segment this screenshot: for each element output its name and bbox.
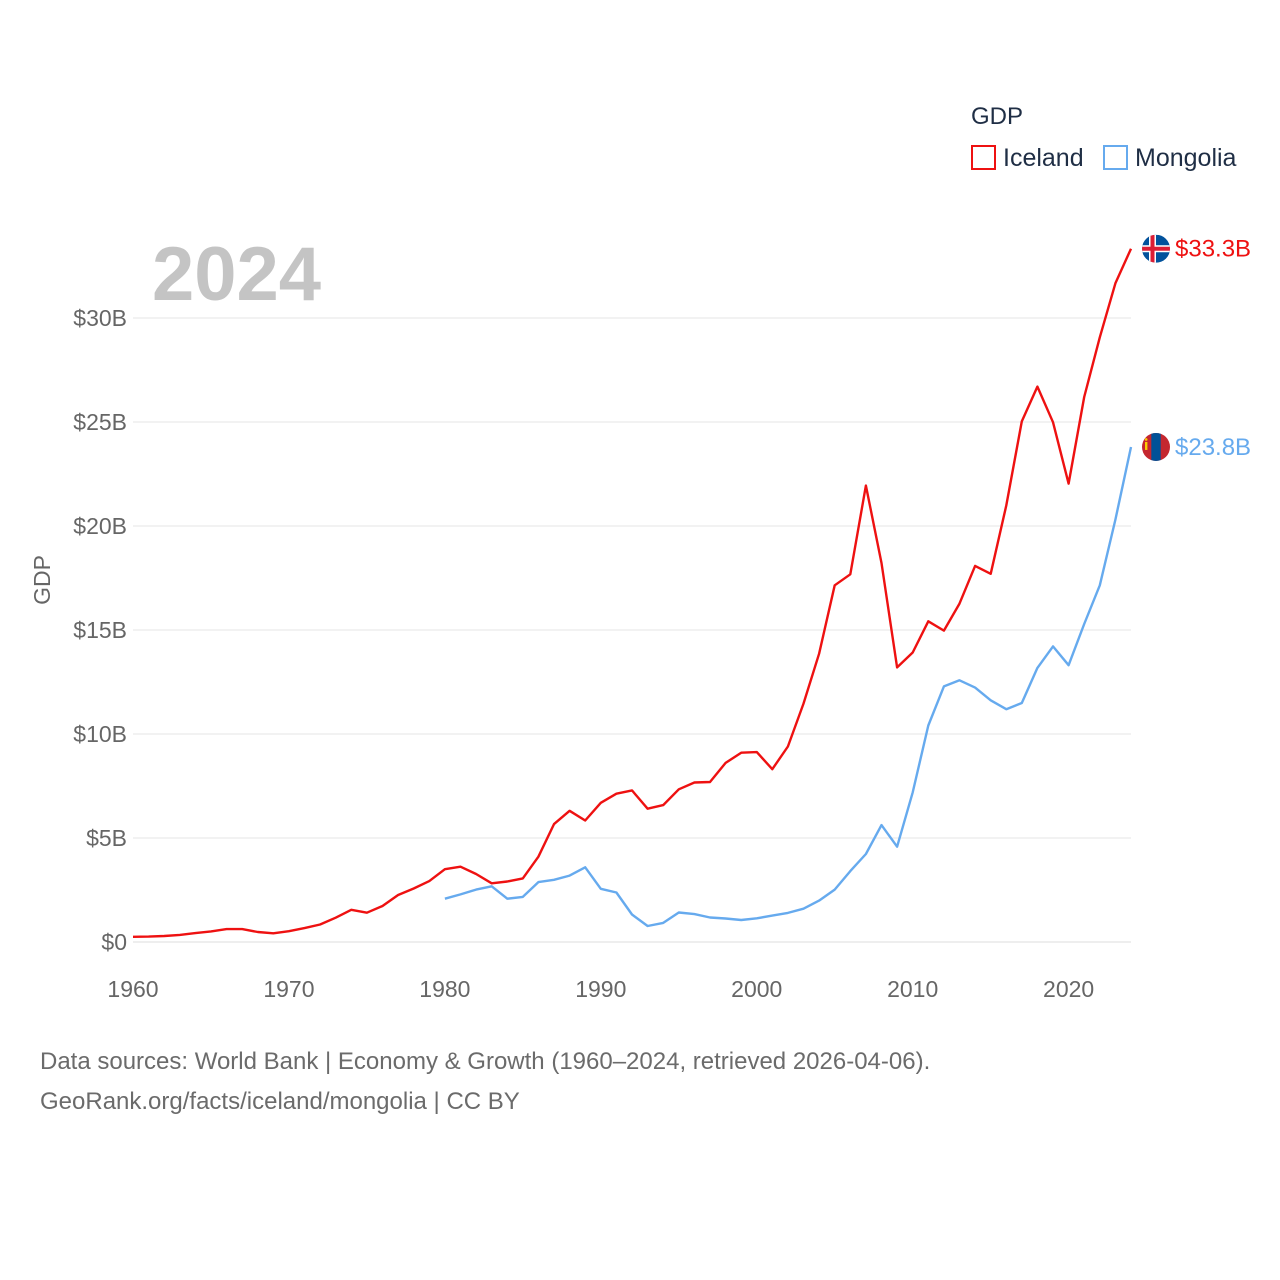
y-tick-label: $30B bbox=[73, 305, 127, 331]
year-label: 2024 bbox=[152, 232, 321, 317]
legend-title: GDP bbox=[971, 103, 1023, 130]
iceland-end-value: $33.3B bbox=[1175, 236, 1251, 263]
y-tick-label: $10B bbox=[73, 721, 127, 747]
iceland-flag-icon bbox=[1142, 234, 1170, 263]
y-axis-ticks: $0 $5B $10B $15B $20B $25B $30B bbox=[73, 305, 127, 955]
x-tick-label: 1990 bbox=[575, 976, 626, 1002]
series-line-mongolia bbox=[444, 446, 1133, 928]
y-tick-label: $5B bbox=[86, 825, 127, 851]
gdp-line-chart: $0$5B$10B$15B$20B$25B$30B 1960 1970 1980 19… bbox=[29, 103, 1251, 1002]
legend-label-iceland: Iceland bbox=[1003, 144, 1084, 172]
y-tick-label: $15B bbox=[73, 617, 127, 643]
x-axis-ticks: 1960 1970 1980 1990 2000 2010 2020 bbox=[107, 976, 1094, 1002]
legend-label-mongolia: Mongolia bbox=[1135, 144, 1237, 172]
x-tick-label: 2010 bbox=[887, 976, 938, 1002]
source-line-2: GeoRank.org/facts/iceland/mongolia | CC … bbox=[40, 1088, 520, 1115]
y-tick-label: $0 bbox=[101, 929, 127, 955]
mongolia-flag-icon bbox=[1142, 432, 1170, 461]
grid-lines bbox=[133, 317, 1131, 943]
mongolia-end-value: $23.8B bbox=[1175, 434, 1251, 461]
series-lines bbox=[132, 248, 1133, 938]
legend: GDP Iceland Mongolia bbox=[971, 103, 1237, 172]
iceland-end-marker: $33.3B bbox=[1142, 234, 1251, 263]
legend-item-iceland[interactable]: Iceland bbox=[971, 144, 1084, 172]
x-tick-label: 1980 bbox=[419, 976, 470, 1002]
x-tick-label: 2020 bbox=[1043, 976, 1094, 1002]
x-tick-label: 2000 bbox=[731, 976, 782, 1002]
source-note: Data sources: World Bank | Economy & Gro… bbox=[40, 1042, 930, 1122]
legend-item-mongolia[interactable]: Mongolia bbox=[1103, 144, 1237, 172]
series-line-iceland bbox=[132, 248, 1133, 938]
legend-swatch-iceland bbox=[971, 145, 996, 170]
legend-swatch-mongolia bbox=[1103, 145, 1128, 170]
x-tick-label: 1970 bbox=[263, 976, 314, 1002]
x-tick-label: 1960 bbox=[107, 976, 158, 1002]
mongolia-end-marker: $23.8B bbox=[1142, 432, 1251, 461]
y-tick-label: $20B bbox=[73, 513, 127, 539]
y-tick-label: $25B bbox=[73, 409, 127, 435]
y-axis-title: GDP bbox=[29, 555, 55, 605]
source-line-1: Data sources: World Bank | Economy & Gro… bbox=[40, 1048, 931, 1075]
